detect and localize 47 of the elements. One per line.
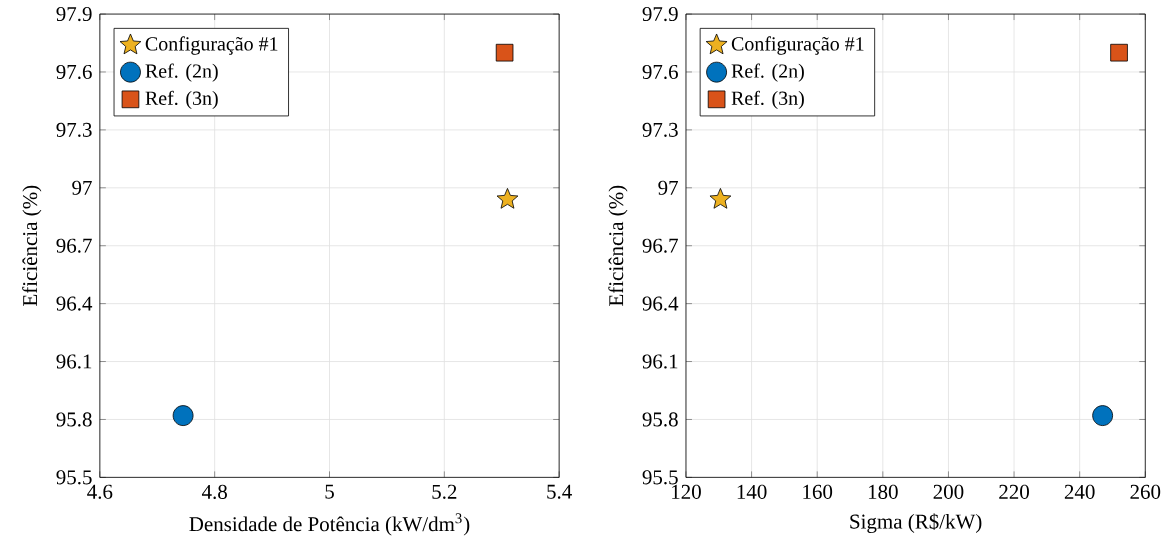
x-tick-label: 5.2 bbox=[432, 484, 457, 499]
point bbox=[172, 405, 194, 426]
x-tick-label: 200 bbox=[933, 484, 964, 499]
legend-label: Ref. (2n) bbox=[731, 63, 804, 82]
x-tick-label: 5 bbox=[325, 484, 334, 499]
y-tick-label: 97 bbox=[72, 180, 92, 195]
point bbox=[1092, 405, 1114, 426]
y-tick-label: 97.6 bbox=[56, 64, 92, 79]
y-tick-label: 97 bbox=[658, 180, 678, 195]
y-tick-label: 95.5 bbox=[642, 470, 678, 485]
y-tick-label: 97.9 bbox=[642, 6, 678, 22]
y-tick-label: 97.3 bbox=[56, 122, 92, 137]
point bbox=[1110, 43, 1128, 62]
point bbox=[496, 187, 519, 209]
legend-label: Configuração #1 bbox=[145, 36, 278, 55]
x-tick-label: 4.6 bbox=[87, 484, 113, 499]
x-tick-label: 240 bbox=[1064, 484, 1095, 499]
x-tick-label: 260 bbox=[1130, 484, 1161, 499]
y-tick-label: 97.3 bbox=[642, 122, 678, 137]
x-axis-title: Sigma (R$/kW) bbox=[850, 513, 982, 533]
point bbox=[709, 187, 732, 209]
y-axis-title: Eficiência (%) bbox=[608, 185, 628, 306]
x-tick-label: 220 bbox=[999, 484, 1029, 499]
legend-label: Ref. (2n) bbox=[145, 63, 218, 82]
y-tick-label: 96.1 bbox=[56, 354, 92, 369]
y-tick-label: 95.8 bbox=[642, 412, 678, 427]
x-tick-label: 180 bbox=[868, 484, 898, 499]
x-tick-label: 160 bbox=[803, 484, 833, 499]
y-tick-label: 96.4 bbox=[56, 296, 93, 311]
legend-label: Ref. (3n) bbox=[731, 90, 804, 109]
point bbox=[495, 43, 514, 62]
y-tick-label: 97.6 bbox=[642, 64, 678, 79]
y-tick-label: 95.8 bbox=[56, 412, 92, 427]
x-tick-label: 5.4 bbox=[547, 484, 572, 499]
y-axis-title: Eficiência (%) bbox=[22, 185, 42, 306]
y-tick-label: 97.9 bbox=[56, 6, 92, 22]
y-tick-label: 96.7 bbox=[642, 238, 678, 253]
x-axis-title: Densidade de Potência (kW/dm$^{3}$) bbox=[189, 513, 470, 536]
legend-label: Ref. (3n) bbox=[145, 90, 218, 109]
y-tick-label: 96.7 bbox=[56, 238, 92, 253]
y-tick-label: 96.1 bbox=[642, 354, 678, 369]
y-tick-label: 95.5 bbox=[56, 470, 92, 485]
legend-label: Configuração #1 bbox=[731, 36, 864, 55]
x-tick-label: 120 bbox=[672, 484, 701, 499]
y-tick-label: 96.4 bbox=[642, 296, 679, 311]
x-tick-label: 4.8 bbox=[201, 484, 227, 499]
x-tick-label: 140 bbox=[737, 484, 767, 499]
